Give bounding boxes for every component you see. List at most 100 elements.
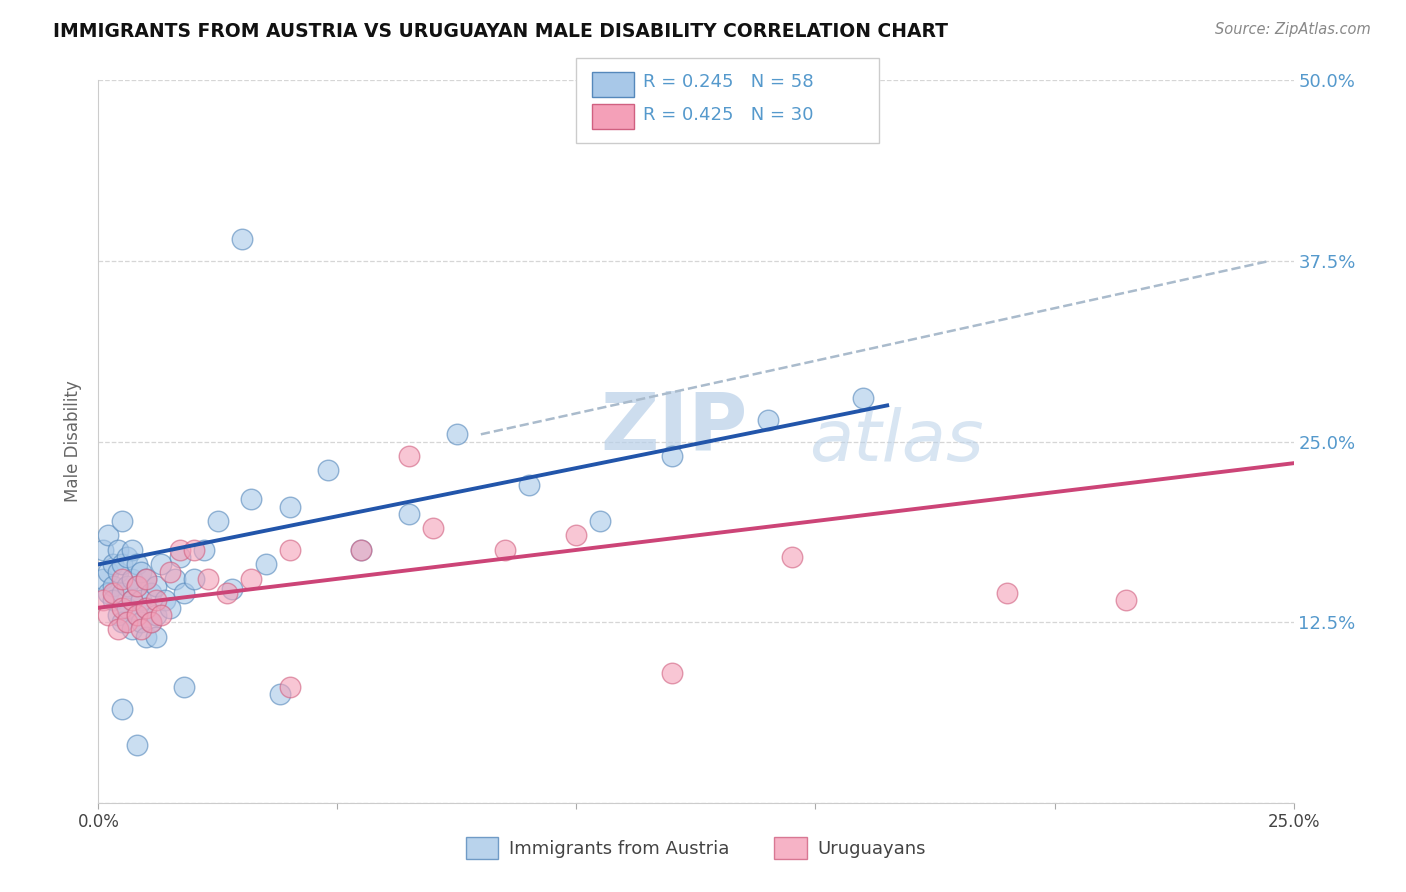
Point: [125, 738, 148, 752]
Point: [240, 572, 263, 586]
Point: [135, 630, 157, 644]
Point: [115, 550, 138, 565]
Point: [149, 607, 172, 622]
Point: [145, 630, 167, 644]
Point: [350, 542, 373, 557]
Point: [197, 572, 219, 586]
Point: [121, 593, 143, 607]
Point: [101, 586, 124, 600]
Point: [111, 600, 134, 615]
Point: [101, 593, 124, 607]
Point: [183, 542, 205, 557]
Point: [97, 607, 120, 622]
Point: [135, 600, 157, 615]
Text: IMMIGRANTS FROM AUSTRIA VS URUGUAYAN MALE DISABILITY CORRELATION CHART: IMMIGRANTS FROM AUSTRIA VS URUGUAYAN MAL…: [53, 22, 949, 41]
Point: [135, 600, 157, 615]
Point: [169, 550, 191, 565]
Point: [149, 558, 172, 572]
Point: [121, 623, 143, 637]
Point: [97, 586, 120, 600]
Point: [115, 600, 138, 615]
Point: [173, 586, 195, 600]
Point: [756, 413, 779, 427]
Point: [115, 615, 138, 630]
Text: R = 0.245   N = 58: R = 0.245 N = 58: [643, 73, 813, 91]
Text: Source: ZipAtlas.com: Source: ZipAtlas.com: [1215, 22, 1371, 37]
Point: [159, 565, 181, 579]
Point: [125, 579, 148, 593]
Point: [661, 665, 683, 680]
Point: [91, 593, 114, 607]
Point: [111, 702, 134, 716]
Point: [852, 391, 875, 405]
Point: [111, 572, 134, 586]
Point: [278, 680, 301, 694]
Point: [517, 478, 540, 492]
Point: [115, 579, 138, 593]
Point: [91, 572, 114, 586]
Point: [111, 514, 134, 528]
Point: [565, 528, 588, 542]
Y-axis label: Male Disability: Male Disability: [65, 381, 83, 502]
Point: [107, 565, 129, 579]
Point: [131, 615, 153, 630]
Point: [111, 586, 134, 600]
Point: [207, 514, 229, 528]
Point: [316, 463, 339, 477]
Point: [101, 558, 124, 572]
Point: [240, 492, 263, 507]
Point: [121, 542, 143, 557]
Text: atlas: atlas: [810, 407, 984, 476]
Point: [1115, 593, 1137, 607]
Point: [398, 507, 420, 521]
Point: [422, 521, 444, 535]
Point: [254, 558, 277, 572]
Point: [107, 607, 129, 622]
Point: [131, 623, 153, 637]
Point: [398, 449, 420, 463]
Point: [163, 572, 186, 586]
Point: [446, 427, 468, 442]
Point: [145, 607, 167, 622]
Point: [494, 542, 516, 557]
Point: [145, 579, 167, 593]
Text: ZIP: ZIP: [600, 388, 748, 467]
Point: [173, 680, 195, 694]
Point: [125, 607, 148, 622]
Point: [995, 586, 1018, 600]
Point: [155, 593, 177, 607]
Point: [217, 586, 239, 600]
Point: [139, 586, 162, 600]
Point: [97, 528, 120, 542]
Point: [111, 558, 134, 572]
Point: [97, 565, 120, 579]
Point: [107, 542, 129, 557]
Point: [125, 558, 148, 572]
Point: [121, 572, 143, 586]
Point: [139, 615, 162, 630]
Point: [135, 572, 157, 586]
Point: [139, 615, 162, 630]
Point: [159, 600, 181, 615]
Point: [121, 593, 143, 607]
Legend: Immigrants from Austria, Uruguayans: Immigrants from Austria, Uruguayans: [458, 830, 934, 866]
Point: [780, 550, 803, 565]
Point: [350, 542, 373, 557]
Point: [101, 579, 124, 593]
Point: [125, 607, 148, 622]
Point: [131, 565, 153, 579]
Point: [111, 615, 134, 630]
Point: [278, 542, 301, 557]
Point: [231, 232, 253, 246]
Point: [91, 542, 114, 557]
Point: [145, 593, 167, 607]
Point: [125, 579, 148, 593]
Point: [589, 514, 612, 528]
Point: [135, 572, 157, 586]
Point: [107, 623, 129, 637]
Point: [183, 572, 205, 586]
Point: [278, 500, 301, 514]
Point: [221, 582, 243, 596]
Point: [661, 449, 683, 463]
Text: R = 0.425   N = 30: R = 0.425 N = 30: [643, 106, 813, 124]
